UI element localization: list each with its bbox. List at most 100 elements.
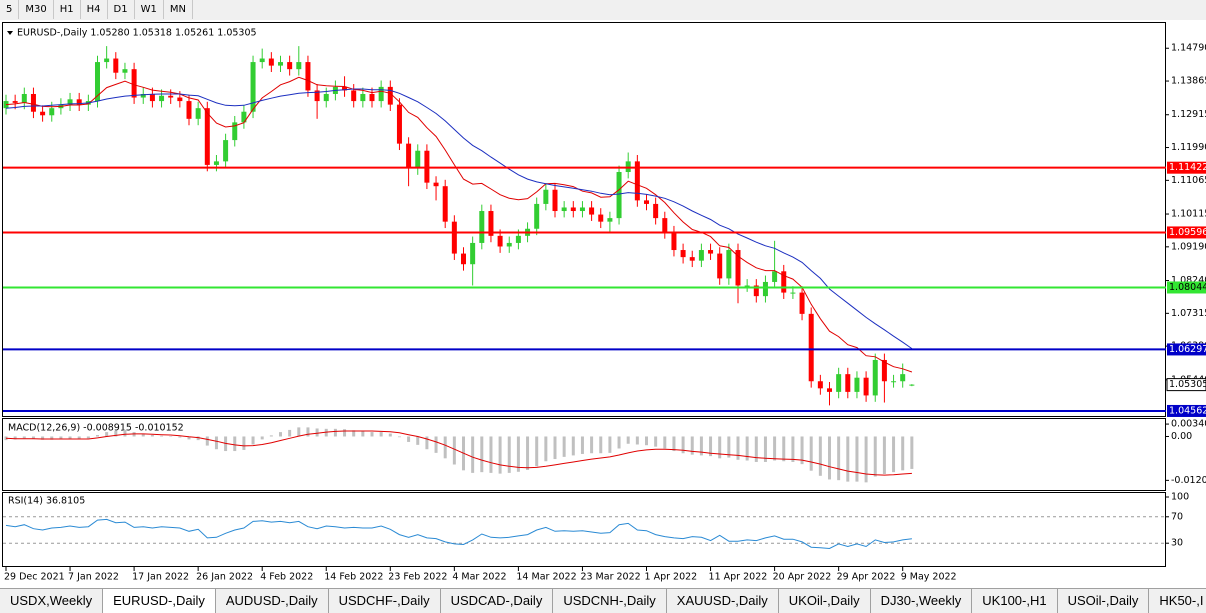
candle-body bbox=[543, 189, 549, 204]
macd-bar bbox=[846, 436, 850, 482]
macd-bar bbox=[105, 432, 109, 437]
candle-body bbox=[140, 93, 146, 98]
chart-tab[interactable]: DJ30-,Weekly bbox=[871, 589, 973, 613]
macd-bar bbox=[773, 436, 777, 461]
candle-body bbox=[744, 285, 750, 287]
chart-tab[interactable]: HK50-,I bbox=[1149, 589, 1206, 613]
candle-body bbox=[305, 62, 311, 91]
candle-body bbox=[772, 271, 778, 282]
candle-body bbox=[186, 101, 192, 119]
y-tick-label: -0.01205 bbox=[1171, 475, 1206, 486]
candle-body bbox=[552, 189, 558, 212]
chart-tab[interactable]: XAUUSD-,Daily bbox=[667, 589, 779, 613]
macd-bar bbox=[626, 436, 630, 444]
candle-body bbox=[223, 140, 229, 162]
rsi-panel bbox=[2, 492, 1166, 567]
macd-bar bbox=[580, 436, 584, 454]
macd-bar bbox=[242, 436, 246, 450]
chart-tab[interactable]: USDX,Weekly bbox=[0, 589, 104, 613]
level-label-box bbox=[1167, 226, 1206, 239]
candle-body bbox=[30, 93, 36, 112]
timeframe-button[interactable]: H4 bbox=[81, 0, 108, 19]
y-tick-label: 1.11990 bbox=[1171, 142, 1206, 153]
macd-bar bbox=[41, 436, 45, 440]
macd-bar bbox=[114, 431, 118, 437]
candle-body bbox=[204, 108, 210, 165]
candle-body bbox=[662, 218, 668, 233]
candle-body bbox=[644, 200, 649, 204]
candle-body bbox=[488, 211, 494, 236]
x-tick-label: 4 Feb 2022 bbox=[260, 572, 313, 583]
timeframe-button[interactable]: W1 bbox=[135, 0, 164, 19]
macd-bar bbox=[864, 436, 868, 483]
macd-bar bbox=[635, 436, 639, 445]
candle-body bbox=[534, 203, 540, 229]
chart-tab[interactable]: EURUSD-,Daily bbox=[103, 589, 216, 613]
candle-body bbox=[195, 108, 201, 119]
candle-body bbox=[634, 161, 640, 201]
chart-tab[interactable]: USDCNH-,Daily bbox=[553, 589, 667, 613]
macd-bar bbox=[22, 436, 26, 439]
macd-bar bbox=[352, 430, 356, 437]
candle-body bbox=[781, 271, 787, 293]
candle-body bbox=[717, 253, 723, 279]
timeframe-button[interactable]: D1 bbox=[108, 0, 135, 19]
chart-tab[interactable]: UKOil-,Daily bbox=[779, 589, 871, 613]
macd-bar bbox=[617, 436, 621, 449]
timeframe-button[interactable]: 5 bbox=[0, 0, 20, 19]
candle-body bbox=[406, 143, 412, 169]
macd-bar bbox=[205, 436, 209, 446]
candle-body bbox=[442, 186, 448, 222]
macd-bar bbox=[553, 436, 557, 460]
macd-bar bbox=[361, 431, 365, 437]
chart-tab[interactable]: AUDUSD-,Daily bbox=[216, 589, 329, 613]
candle-body bbox=[515, 235, 521, 243]
macd-bar bbox=[13, 436, 17, 440]
candle-body bbox=[836, 374, 842, 392]
macd-bar bbox=[59, 436, 63, 440]
candle-body bbox=[479, 211, 485, 243]
candle-body bbox=[241, 111, 247, 123]
candle-body bbox=[104, 58, 110, 63]
x-tick-label: 23 Feb 2022 bbox=[388, 572, 447, 583]
chart-tab[interactable]: USOil-,Daily bbox=[1058, 589, 1150, 613]
macd-bar bbox=[288, 429, 292, 437]
macd-bar bbox=[425, 436, 429, 450]
macd-bar bbox=[901, 436, 905, 471]
candle-body bbox=[589, 207, 595, 215]
timeframe-button[interactable]: MN bbox=[164, 0, 193, 19]
x-tick-label: 23 Mar 2022 bbox=[580, 572, 640, 583]
timeframe-button[interactable]: H1 bbox=[54, 0, 81, 19]
x-tick-label: 20 Apr 2022 bbox=[773, 572, 832, 583]
candle-body bbox=[900, 374, 906, 382]
candle-body bbox=[497, 235, 503, 247]
macd-bar bbox=[251, 436, 255, 445]
chart-background bbox=[0, 20, 1206, 588]
chart-tab[interactable]: USDCAD-,Daily bbox=[441, 589, 554, 613]
macd-bar bbox=[910, 436, 914, 469]
macd-bar bbox=[379, 432, 383, 437]
level-label-box bbox=[1167, 161, 1206, 174]
macd-bar bbox=[809, 436, 813, 471]
candle-body bbox=[387, 86, 393, 105]
macd-bar bbox=[160, 435, 164, 437]
macd-bar bbox=[507, 436, 511, 473]
candle-body bbox=[378, 86, 384, 102]
macd-bar bbox=[654, 436, 658, 447]
macd-bar bbox=[370, 432, 374, 437]
candle-body bbox=[360, 93, 366, 102]
timeframe-toolbar: 5 M30 H1 H4 D1 W1 MN bbox=[0, 0, 193, 19]
timeframe-button[interactable]: M30 bbox=[19, 0, 54, 19]
macd-bar bbox=[269, 435, 273, 437]
chart-tab[interactable]: USDCHF-,Daily bbox=[329, 589, 441, 613]
candle-body bbox=[653, 203, 659, 219]
candle-body bbox=[726, 250, 732, 279]
candle-body bbox=[616, 172, 622, 219]
main-title: EURUSD-,Daily 1.05280 1.05318 1.05261 1.… bbox=[17, 28, 257, 39]
y-tick-label: 70 bbox=[1171, 511, 1183, 522]
chart-tab[interactable]: UK100-,H1 bbox=[972, 589, 1058, 613]
candle-body bbox=[259, 58, 265, 63]
macd-bar bbox=[763, 436, 767, 462]
macd-bar bbox=[873, 436, 877, 477]
